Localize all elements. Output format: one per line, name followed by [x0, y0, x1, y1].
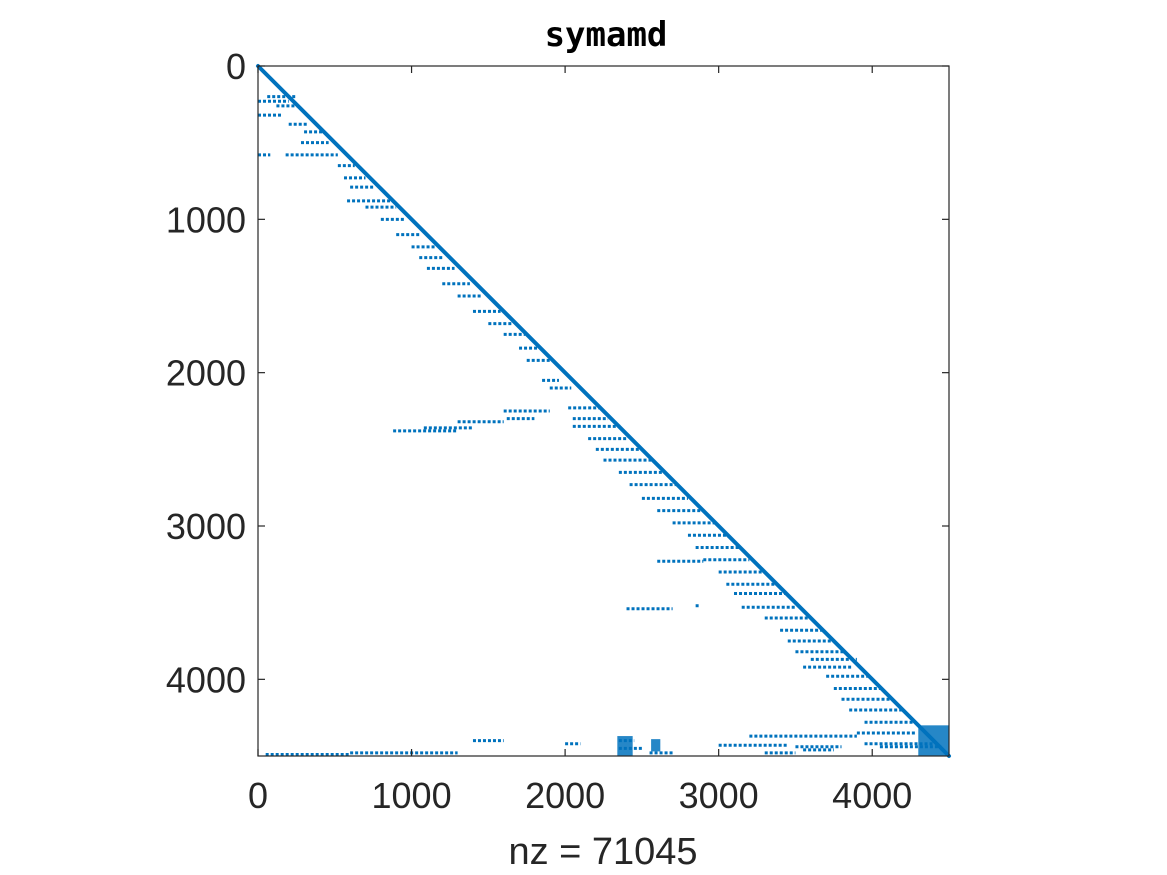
tick-marks	[257, 65, 949, 756]
x-tick-label: 2000	[525, 775, 605, 816]
x-tick-label: 1000	[372, 775, 452, 816]
y-tick-label: 2000	[166, 353, 246, 394]
y-tick-label: 3000	[166, 506, 246, 547]
nonzero-block	[617, 736, 633, 756]
y-tick-labels: 0 1000 2000 3000 4000	[166, 46, 246, 700]
x-tick-label: 0	[248, 775, 268, 816]
nonzero-block	[918, 725, 949, 756]
diagonal-nonzeros	[256, 64, 951, 758]
y-tick-label: 0	[226, 46, 246, 87]
x-axis-label: nz = 71045	[508, 831, 697, 873]
x-tick-label: 4000	[832, 775, 912, 816]
chart-title: symamd	[545, 15, 668, 55]
y-tick-label: 1000	[166, 199, 246, 240]
x-tick-label: 3000	[679, 775, 759, 816]
nonzero-block	[651, 739, 661, 752]
plot-area	[256, 64, 951, 758]
axes-box	[257, 65, 950, 757]
x-tick-labels: 0 1000 2000 3000 4000	[248, 775, 912, 816]
y-tick-label: 4000	[166, 659, 246, 700]
